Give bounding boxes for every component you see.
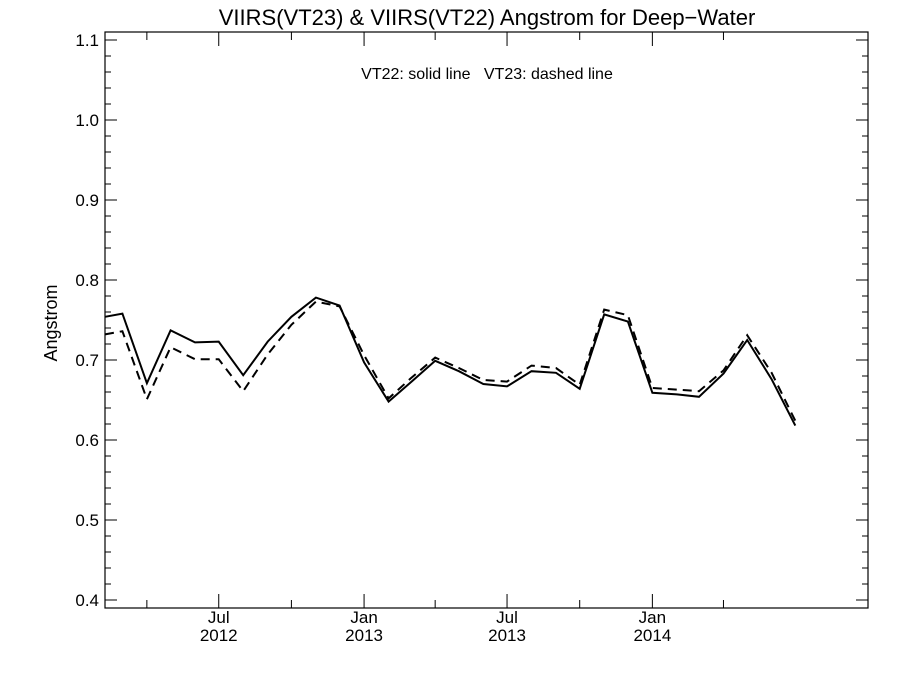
plot-frame [104, 31, 869, 609]
x-tick-label-year: 2012 [200, 626, 238, 645]
y-axis-label: Angstrom [41, 284, 61, 361]
y-tick-label: 0.4 [75, 591, 99, 610]
series-line-vt22 [104, 296, 797, 427]
x-tick-label-month: Jul [496, 608, 518, 627]
y-tick-label: 0.6 [75, 431, 99, 450]
y-tick-label: 0.7 [75, 351, 99, 370]
y-tick-label: 0.5 [75, 511, 99, 530]
chart-title: VIIRS(VT23) & VIIRS(VT22) Angstrom for D… [219, 5, 756, 30]
y-tick-label: 1.1 [75, 31, 99, 50]
line-style-annotation: VT22: solid line VT23: dashed line [361, 66, 613, 83]
y-tick-label: 0.9 [75, 191, 99, 210]
x-tick-label-month: Jan [639, 608, 666, 627]
y-tick-label: 0.8 [75, 271, 99, 290]
x-tick-label-month: Jul [208, 608, 230, 627]
x-tick-label-year: 2014 [633, 626, 671, 645]
y-tick-label: 1.0 [75, 111, 99, 130]
x-tick-label-year: 2013 [488, 626, 526, 645]
x-tick-label-month: Jan [350, 608, 377, 627]
x-tick-label-year: 2013 [345, 626, 383, 645]
series-line-vt23 [104, 300, 797, 422]
